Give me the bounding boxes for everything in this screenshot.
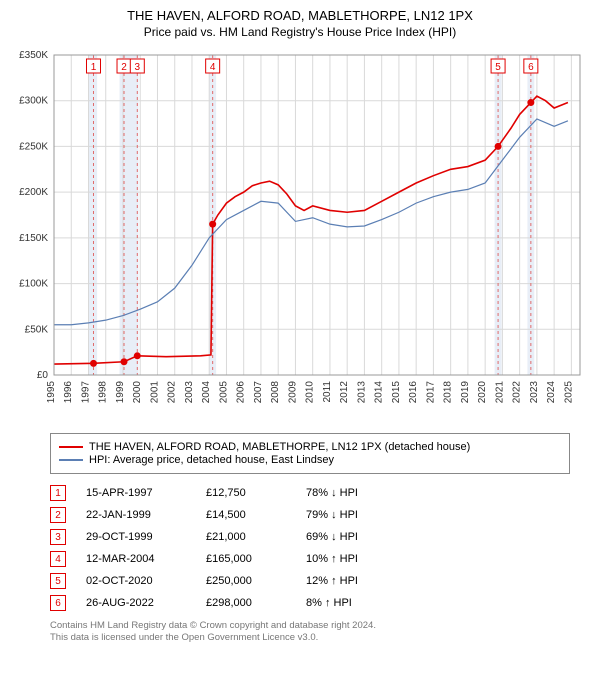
table-row: 6 26-AUG-2022 £298,000 8% ↑ HPI [50,592,570,614]
transaction-date: 26-AUG-2022 [86,597,186,609]
svg-text:1998: 1998 [98,381,109,404]
table-row: 3 29-OCT-1999 £21,000 69% ↓ HPI [50,526,570,548]
transaction-diff: 79% ↓ HPI [306,509,396,521]
svg-text:2023: 2023 [529,381,540,404]
svg-text:£350K: £350K [19,50,48,61]
svg-text:2016: 2016 [408,381,419,404]
transaction-date: 15-APR-1997 [86,487,186,499]
svg-text:2008: 2008 [270,381,281,404]
svg-text:2002: 2002 [167,381,178,404]
svg-text:2010: 2010 [305,381,316,404]
transaction-index: 2 [50,507,66,523]
transaction-price: £21,000 [206,531,286,543]
svg-text:2018: 2018 [443,381,454,404]
chart-title: THE HAVEN, ALFORD ROAD, MABLETHORPE, LN1… [10,8,590,23]
svg-text:2000: 2000 [132,381,143,404]
transaction-diff: 78% ↓ HPI [306,487,396,499]
svg-text:1996: 1996 [63,381,74,404]
svg-text:1995: 1995 [46,381,57,404]
transaction-date: 12-MAR-2004 [86,553,186,565]
svg-text:2017: 2017 [425,381,436,404]
svg-text:£0: £0 [37,370,49,381]
svg-text:2: 2 [121,62,127,73]
svg-text:2015: 2015 [391,381,402,404]
svg-text:2012: 2012 [339,381,350,404]
chart-subtitle: Price paid vs. HM Land Registry's House … [10,25,590,39]
svg-text:2021: 2021 [494,381,505,404]
table-row: 1 15-APR-1997 £12,750 78% ↓ HPI [50,482,570,504]
legend-swatch [59,446,83,448]
svg-text:2001: 2001 [149,381,160,404]
transaction-diff: 12% ↑ HPI [306,575,396,587]
transaction-price: £12,750 [206,487,286,499]
svg-text:2013: 2013 [356,381,367,404]
svg-text:£250K: £250K [19,141,48,152]
transaction-diff: 10% ↑ HPI [306,553,396,565]
transaction-price: £165,000 [206,553,286,565]
svg-text:2009: 2009 [287,381,298,404]
transaction-index: 3 [50,529,66,545]
svg-text:2006: 2006 [236,381,247,404]
svg-text:2004: 2004 [201,381,212,404]
transaction-price: £250,000 [206,575,286,587]
legend-row: THE HAVEN, ALFORD ROAD, MABLETHORPE, LN1… [59,441,561,453]
svg-text:1997: 1997 [80,381,91,404]
transaction-date: 02-OCT-2020 [86,575,186,587]
footer-attribution: Contains HM Land Registry data © Crown c… [50,620,570,645]
transaction-date: 22-JAN-1999 [86,509,186,521]
legend-label: HPI: Average price, detached house, East… [89,454,334,466]
transaction-price: £14,500 [206,509,286,521]
table-row: 4 12-MAR-2004 £165,000 10% ↑ HPI [50,548,570,570]
svg-text:4: 4 [210,62,216,73]
chart-svg: £0 £50K £100K £150K £200K £250K £300K £350K 1995… [10,45,590,425]
legend-row: HPI: Average price, detached house, East… [59,454,561,466]
table-row: 5 02-OCT-2020 £250,000 12% ↑ HPI [50,570,570,592]
svg-text:£50K: £50K [25,324,49,335]
footer-line-2: This data is licensed under the Open Gov… [50,632,570,644]
transaction-index: 1 [50,485,66,501]
svg-text:2003: 2003 [184,381,195,404]
svg-text:2022: 2022 [512,381,523,404]
svg-text:2024: 2024 [546,381,557,404]
table-row: 2 22-JAN-1999 £14,500 79% ↓ HPI [50,504,570,526]
svg-text:£100K: £100K [19,279,48,290]
svg-text:£150K: £150K [19,233,48,244]
transaction-date: 29-OCT-1999 [86,531,186,543]
svg-text:2014: 2014 [374,381,385,404]
transaction-index: 6 [50,595,66,611]
legend-label: THE HAVEN, ALFORD ROAD, MABLETHORPE, LN1… [89,441,470,453]
svg-text:3: 3 [135,62,141,73]
transaction-table: 1 15-APR-1997 £12,750 78% ↓ HPI 2 22-JAN-1999… [50,482,570,614]
svg-text:1999: 1999 [115,381,126,404]
svg-text:2020: 2020 [477,381,488,404]
svg-text:1: 1 [91,62,97,73]
chart-area: £0 £50K £100K £150K £200K £250K £300K £350K 1995… [10,45,590,425]
footer-line-1: Contains HM Land Registry data © Crown c… [50,620,570,632]
legend: THE HAVEN, ALFORD ROAD, MABLETHORPE, LN1… [50,433,570,474]
svg-text:£200K: £200K [19,187,48,198]
svg-text:2011: 2011 [322,381,333,403]
transaction-price: £298,000 [206,597,286,609]
svg-text:5: 5 [495,62,501,73]
transaction-index: 5 [50,573,66,589]
svg-text:£300K: £300K [19,96,48,107]
svg-text:2005: 2005 [218,381,229,404]
svg-text:2025: 2025 [563,381,574,404]
svg-text:2019: 2019 [460,381,471,404]
transaction-diff: 8% ↑ HPI [306,597,396,609]
transaction-index: 4 [50,551,66,567]
svg-text:2007: 2007 [253,381,264,404]
legend-swatch [59,459,83,461]
transaction-diff: 69% ↓ HPI [306,531,396,543]
svg-text:6: 6 [528,62,534,73]
